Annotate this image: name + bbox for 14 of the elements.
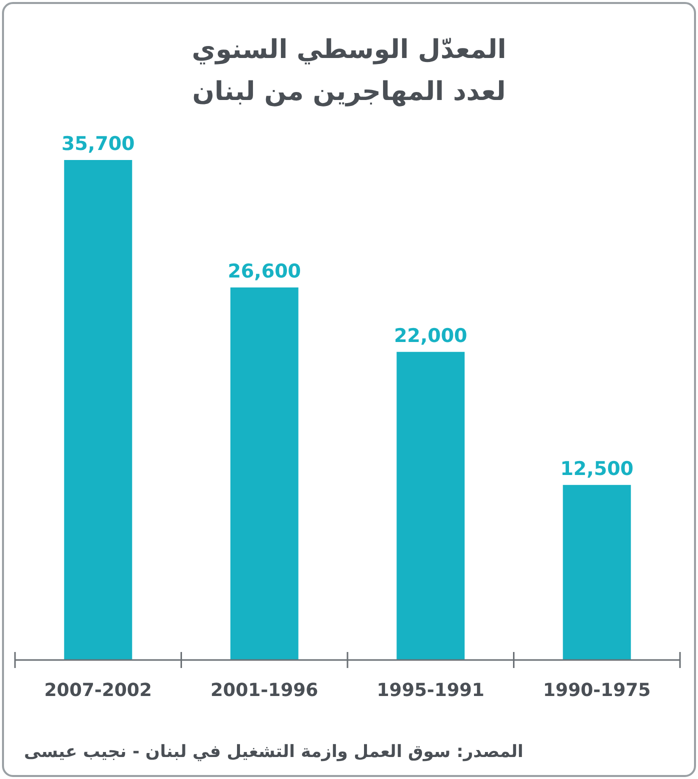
x-tick-label: 2007-2002 [44,680,152,701]
bar [230,287,298,660]
text: المصدر: سوق العمل وازمة التشغيل في لبنان - نجيب عيسى [24,742,524,762]
bar [64,160,132,660]
bar [562,484,631,660]
chart-title: المعدّل الوسطي السنوي لعدد المهاجرين من لبنان [192,35,506,107]
data-label: 35,700 [61,133,135,155]
bar [396,352,465,660]
x-tick-label: 1995-1991 [376,680,484,701]
data-label: 12,500 [560,458,634,480]
x-tick-label: 2001-1996 [210,680,318,701]
data-label: 26,600 [228,260,302,282]
x-tick-label: 1990-1975 [543,680,651,701]
data-label: 22,000 [394,324,468,347]
